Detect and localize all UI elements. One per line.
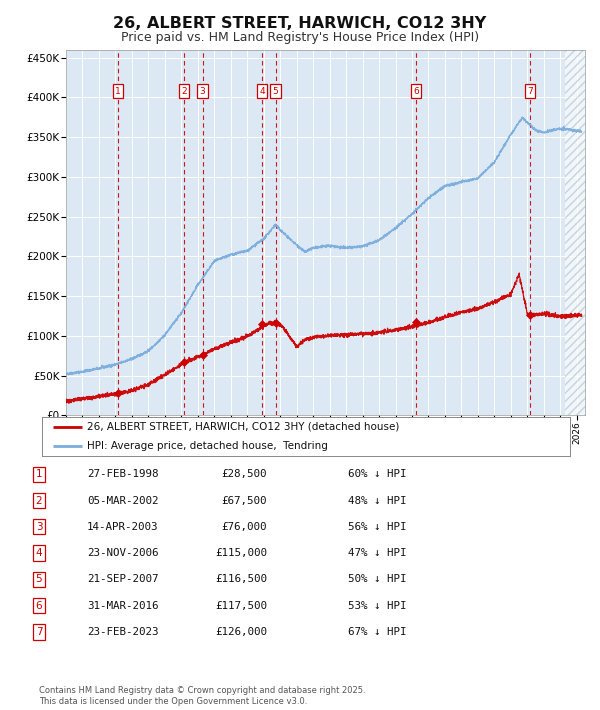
Text: 1: 1 bbox=[35, 469, 43, 479]
Text: 56% ↓ HPI: 56% ↓ HPI bbox=[348, 522, 407, 532]
Text: 6: 6 bbox=[35, 601, 43, 611]
Text: 2: 2 bbox=[35, 496, 43, 506]
Text: £116,500: £116,500 bbox=[215, 574, 267, 584]
Text: 14-APR-2003: 14-APR-2003 bbox=[87, 522, 158, 532]
Text: 7: 7 bbox=[527, 87, 533, 96]
Text: 3: 3 bbox=[200, 87, 205, 96]
Text: Price paid vs. HM Land Registry's House Price Index (HPI): Price paid vs. HM Land Registry's House … bbox=[121, 31, 479, 43]
Text: £126,000: £126,000 bbox=[215, 627, 267, 637]
Text: 4: 4 bbox=[259, 87, 265, 96]
Text: 7: 7 bbox=[35, 627, 43, 637]
Text: 2: 2 bbox=[181, 87, 187, 96]
Text: 05-MAR-2002: 05-MAR-2002 bbox=[87, 496, 158, 506]
Text: 47% ↓ HPI: 47% ↓ HPI bbox=[348, 548, 407, 558]
Text: 48% ↓ HPI: 48% ↓ HPI bbox=[348, 496, 407, 506]
Text: 21-SEP-2007: 21-SEP-2007 bbox=[87, 574, 158, 584]
Text: £115,000: £115,000 bbox=[215, 548, 267, 558]
Text: 23-FEB-2023: 23-FEB-2023 bbox=[87, 627, 158, 637]
Text: £117,500: £117,500 bbox=[215, 601, 267, 611]
Text: 4: 4 bbox=[35, 548, 43, 558]
Text: 27-FEB-1998: 27-FEB-1998 bbox=[87, 469, 158, 479]
Text: 6: 6 bbox=[413, 87, 419, 96]
Text: 60% ↓ HPI: 60% ↓ HPI bbox=[348, 469, 407, 479]
Text: £67,500: £67,500 bbox=[221, 496, 267, 506]
Text: 53% ↓ HPI: 53% ↓ HPI bbox=[348, 601, 407, 611]
Text: HPI: Average price, detached house,  Tendring: HPI: Average price, detached house, Tend… bbox=[87, 441, 328, 451]
Text: £76,000: £76,000 bbox=[221, 522, 267, 532]
Text: 31-MAR-2016: 31-MAR-2016 bbox=[87, 601, 158, 611]
Text: 23-NOV-2006: 23-NOV-2006 bbox=[87, 548, 158, 558]
Text: 5: 5 bbox=[273, 87, 278, 96]
Text: 3: 3 bbox=[35, 522, 43, 532]
Text: 50% ↓ HPI: 50% ↓ HPI bbox=[348, 574, 407, 584]
Text: 67% ↓ HPI: 67% ↓ HPI bbox=[348, 627, 407, 637]
Text: £28,500: £28,500 bbox=[221, 469, 267, 479]
Text: 1: 1 bbox=[115, 87, 121, 96]
Text: 26, ALBERT STREET, HARWICH, CO12 3HY (detached house): 26, ALBERT STREET, HARWICH, CO12 3HY (de… bbox=[87, 422, 399, 432]
Text: 5: 5 bbox=[35, 574, 43, 584]
Text: Contains HM Land Registry data © Crown copyright and database right 2025.
This d: Contains HM Land Registry data © Crown c… bbox=[39, 686, 365, 706]
Text: 26, ALBERT STREET, HARWICH, CO12 3HY: 26, ALBERT STREET, HARWICH, CO12 3HY bbox=[113, 16, 487, 31]
